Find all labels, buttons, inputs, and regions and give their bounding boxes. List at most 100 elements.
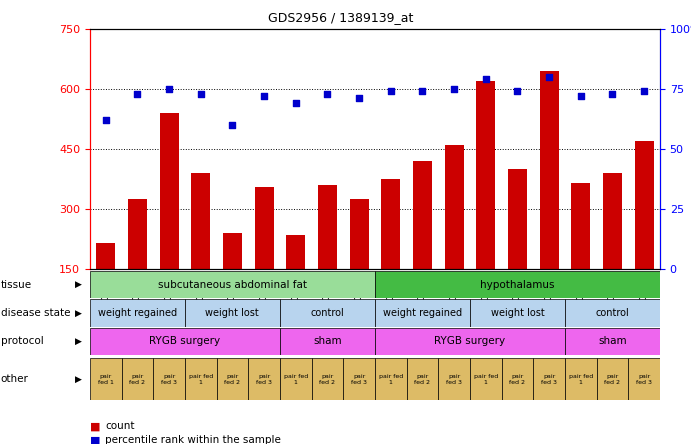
Text: pair fed
1: pair fed 1: [189, 374, 213, 385]
Text: weight regained: weight regained: [97, 308, 177, 318]
Point: [227, 121, 238, 128]
Bar: [406, 358, 438, 400]
Bar: [571, 183, 590, 329]
Point: [195, 90, 206, 97]
Text: pair
fed 3: pair fed 3: [636, 374, 652, 385]
Text: pair fed
1: pair fed 1: [379, 374, 403, 385]
Text: pair
fed 3: pair fed 3: [446, 374, 462, 385]
Text: pair
fed 2: pair fed 2: [225, 374, 240, 385]
Text: count: count: [105, 421, 135, 431]
Bar: [223, 233, 242, 329]
Text: pair
fed 3: pair fed 3: [351, 374, 367, 385]
Bar: [628, 358, 660, 400]
Text: control: control: [596, 308, 630, 318]
Point: [575, 92, 586, 99]
Text: subcutaneous abdominal fat: subcutaneous abdominal fat: [158, 280, 307, 289]
Text: RYGB surgery: RYGB surgery: [435, 337, 505, 346]
Bar: [634, 141, 654, 329]
Text: ▶: ▶: [75, 337, 82, 346]
Bar: [90, 299, 184, 327]
Point: [132, 90, 143, 97]
Bar: [153, 358, 184, 400]
Text: weight lost: weight lost: [491, 308, 545, 318]
Point: [638, 87, 650, 95]
Text: protocol: protocol: [1, 337, 44, 346]
Text: ▶: ▶: [75, 280, 82, 289]
Bar: [508, 169, 527, 329]
Text: pair
fed 1: pair fed 1: [97, 374, 113, 385]
Bar: [343, 358, 375, 400]
Bar: [533, 358, 565, 400]
Text: ▶: ▶: [75, 375, 82, 384]
Bar: [603, 173, 622, 329]
Bar: [254, 187, 274, 329]
Bar: [565, 299, 660, 327]
Text: pair
fed 2: pair fed 2: [129, 374, 145, 385]
Bar: [565, 328, 660, 355]
Text: weight lost: weight lost: [205, 308, 259, 318]
Bar: [502, 358, 533, 400]
Bar: [280, 328, 375, 355]
Text: tissue: tissue: [1, 280, 32, 289]
Bar: [96, 242, 115, 329]
Bar: [248, 358, 280, 400]
Point: [417, 87, 428, 95]
Point: [100, 116, 111, 123]
Text: hypothalamus: hypothalamus: [480, 280, 555, 289]
Bar: [280, 358, 312, 400]
Text: disease state: disease state: [1, 308, 70, 318]
Bar: [375, 328, 565, 355]
Text: sham: sham: [598, 337, 627, 346]
Text: ■: ■: [90, 436, 100, 444]
Bar: [160, 113, 178, 329]
Bar: [470, 299, 565, 327]
Bar: [540, 71, 558, 329]
Bar: [476, 81, 495, 329]
Text: RYGB surgery: RYGB surgery: [149, 337, 220, 346]
Bar: [565, 358, 596, 400]
Bar: [596, 358, 628, 400]
Bar: [444, 145, 464, 329]
Point: [385, 87, 396, 95]
Point: [544, 73, 555, 80]
Text: percentile rank within the sample: percentile rank within the sample: [105, 436, 281, 444]
Point: [448, 85, 460, 92]
Bar: [312, 358, 343, 400]
Text: pair
fed 2: pair fed 2: [509, 374, 525, 385]
Bar: [128, 199, 146, 329]
Text: control: control: [310, 308, 344, 318]
Bar: [191, 173, 210, 329]
Bar: [318, 185, 337, 329]
Bar: [90, 358, 122, 400]
Text: sham: sham: [313, 337, 341, 346]
Text: pair
fed 2: pair fed 2: [319, 374, 335, 385]
Text: pair fed
1: pair fed 1: [473, 374, 498, 385]
Text: pair
fed 3: pair fed 3: [161, 374, 177, 385]
Text: pair
fed 3: pair fed 3: [256, 374, 272, 385]
Bar: [375, 358, 406, 400]
Bar: [286, 235, 305, 329]
Bar: [375, 299, 470, 327]
Text: pair
fed 2: pair fed 2: [605, 374, 621, 385]
Bar: [381, 178, 400, 329]
Bar: [184, 299, 280, 327]
Text: pair fed
1: pair fed 1: [283, 374, 307, 385]
Bar: [216, 358, 248, 400]
Bar: [90, 271, 375, 298]
Text: pair
fed 2: pair fed 2: [415, 374, 430, 385]
Text: GDS2956 / 1389139_at: GDS2956 / 1389139_at: [267, 11, 413, 24]
Bar: [375, 271, 660, 298]
Bar: [438, 358, 470, 400]
Point: [290, 99, 301, 107]
Point: [354, 95, 365, 102]
Text: pair fed
1: pair fed 1: [569, 374, 593, 385]
Text: pair
fed 3: pair fed 3: [541, 374, 557, 385]
Text: other: other: [1, 374, 28, 385]
Point: [322, 90, 333, 97]
Point: [480, 75, 491, 83]
Bar: [184, 358, 216, 400]
Bar: [350, 199, 368, 329]
Bar: [90, 328, 280, 355]
Bar: [470, 358, 502, 400]
Bar: [280, 299, 375, 327]
